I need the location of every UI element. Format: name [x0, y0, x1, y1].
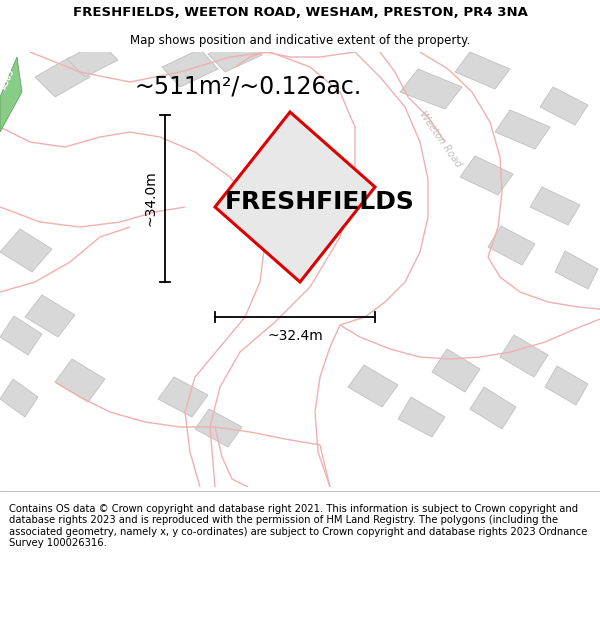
Polygon shape	[67, 42, 118, 77]
Polygon shape	[162, 49, 218, 87]
Polygon shape	[348, 365, 398, 407]
Polygon shape	[540, 87, 588, 125]
Polygon shape	[432, 349, 480, 392]
Polygon shape	[35, 57, 90, 97]
Text: Weeton Road: Weeton Road	[417, 109, 463, 169]
Polygon shape	[55, 359, 105, 402]
Polygon shape	[0, 379, 38, 417]
Polygon shape	[25, 295, 75, 337]
Polygon shape	[400, 69, 462, 109]
Polygon shape	[0, 57, 22, 132]
Text: A585: A585	[0, 68, 17, 91]
Polygon shape	[195, 409, 242, 447]
Polygon shape	[0, 229, 52, 272]
Text: ~34.0m: ~34.0m	[143, 171, 157, 226]
Polygon shape	[215, 112, 375, 282]
Polygon shape	[398, 397, 445, 437]
Text: Map shows position and indicative extent of the property.: Map shows position and indicative extent…	[130, 34, 470, 47]
Polygon shape	[488, 226, 535, 265]
Polygon shape	[500, 335, 548, 377]
Polygon shape	[470, 387, 516, 429]
Polygon shape	[545, 366, 588, 405]
Polygon shape	[495, 110, 550, 149]
Polygon shape	[530, 187, 580, 225]
Text: FRESHFIELDS, WEETON ROAD, WESHAM, PRESTON, PR4 3NA: FRESHFIELDS, WEETON ROAD, WESHAM, PRESTO…	[73, 6, 527, 19]
Polygon shape	[158, 377, 208, 417]
Text: ~32.4m: ~32.4m	[267, 329, 323, 343]
Text: Contains OS data © Crown copyright and database right 2021. This information is : Contains OS data © Crown copyright and d…	[9, 504, 587, 548]
Polygon shape	[0, 316, 42, 355]
Text: ~511m²/~0.126ac.: ~511m²/~0.126ac.	[134, 75, 362, 99]
Polygon shape	[460, 156, 513, 195]
Polygon shape	[208, 37, 262, 72]
Polygon shape	[455, 52, 510, 89]
Text: FRESHFIELDS: FRESHFIELDS	[225, 190, 415, 214]
Polygon shape	[555, 251, 598, 289]
